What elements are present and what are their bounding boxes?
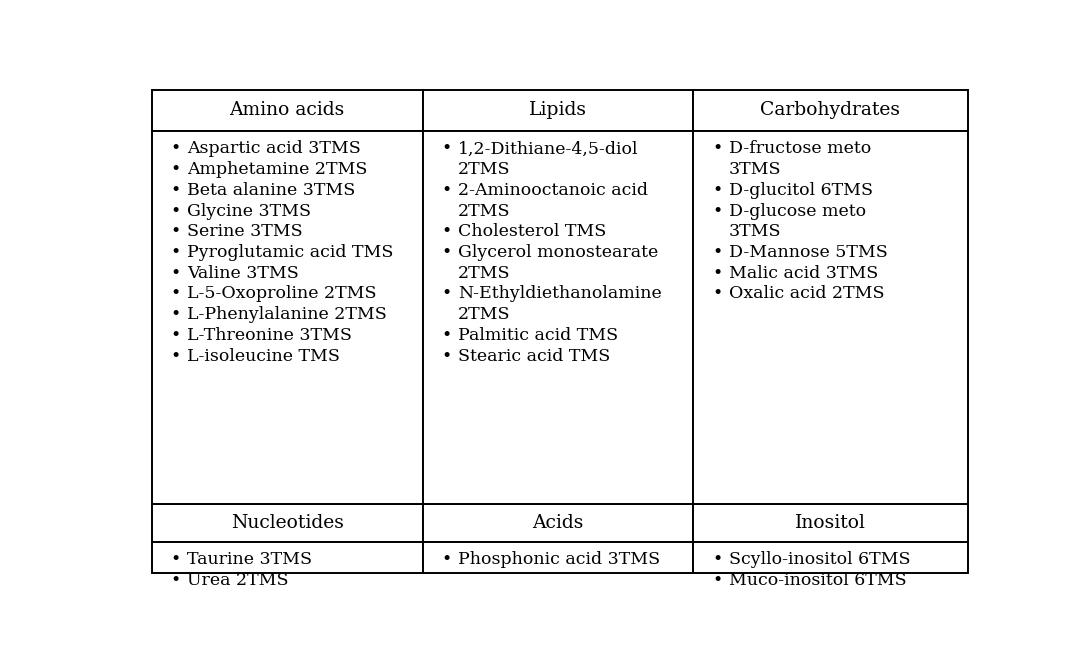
Text: •: •: [170, 203, 180, 220]
Text: 3TMS: 3TMS: [729, 223, 782, 240]
Text: D-Mannose 5TMS: D-Mannose 5TMS: [729, 244, 888, 261]
Text: •: •: [441, 223, 451, 240]
Text: •: •: [712, 285, 722, 302]
Text: Acids: Acids: [532, 514, 583, 532]
Text: Inositol: Inositol: [795, 514, 866, 532]
Text: •: •: [712, 203, 722, 220]
Text: •: •: [441, 327, 451, 344]
Text: Glycine 3TMS: Glycine 3TMS: [188, 203, 311, 220]
Text: •: •: [170, 223, 180, 240]
Text: L-Phenylalanine 2TMS: L-Phenylalanine 2TMS: [188, 306, 387, 323]
Text: Phosphonic acid 3TMS: Phosphonic acid 3TMS: [459, 551, 661, 568]
Text: •: •: [170, 572, 180, 589]
Text: Glycerol monostearate: Glycerol monostearate: [459, 244, 658, 261]
Text: Palmitic acid TMS: Palmitic acid TMS: [459, 327, 618, 344]
Text: L-isoleucine TMS: L-isoleucine TMS: [188, 348, 340, 365]
Bar: [423, 542, 693, 573]
Text: Taurine 3TMS: Taurine 3TMS: [188, 551, 312, 568]
Text: Nucleotides: Nucleotides: [230, 514, 344, 532]
Text: L-Threonine 3TMS: L-Threonine 3TMS: [188, 327, 352, 344]
Text: Urea 2TMS: Urea 2TMS: [188, 572, 288, 589]
Bar: [152, 542, 423, 573]
Text: •: •: [170, 244, 180, 261]
Text: D-glucitol 6TMS: D-glucitol 6TMS: [729, 182, 873, 199]
Bar: [152, 90, 423, 131]
Bar: [693, 504, 968, 542]
Text: L-5-Oxoproline 2TMS: L-5-Oxoproline 2TMS: [188, 285, 377, 302]
Text: 3TMS: 3TMS: [729, 161, 782, 178]
Bar: [423, 90, 693, 131]
Text: •: •: [170, 182, 180, 199]
Text: •: •: [441, 141, 451, 158]
Bar: [152, 131, 423, 504]
Text: •: •: [170, 161, 180, 178]
Text: Lipids: Lipids: [529, 101, 587, 120]
Text: 2TMS: 2TMS: [459, 265, 511, 282]
Text: •: •: [712, 182, 722, 199]
Text: •: •: [170, 306, 180, 323]
Text: 2TMS: 2TMS: [459, 306, 511, 323]
Text: 2TMS: 2TMS: [459, 161, 511, 178]
Text: Pyroglutamic acid TMS: Pyroglutamic acid TMS: [188, 244, 393, 261]
Text: Carbohydrates: Carbohydrates: [760, 101, 901, 120]
Text: •: •: [712, 141, 722, 158]
Text: •: •: [170, 327, 180, 344]
Text: •: •: [441, 285, 451, 302]
Text: D-glucose meto: D-glucose meto: [729, 203, 866, 220]
Text: Beta alanine 3TMS: Beta alanine 3TMS: [188, 182, 356, 199]
Text: Valine 3TMS: Valine 3TMS: [188, 265, 299, 282]
Bar: [152, 504, 423, 542]
Text: Muco-inositol 6TMS: Muco-inositol 6TMS: [729, 572, 906, 589]
Text: Oxalic acid 2TMS: Oxalic acid 2TMS: [729, 285, 885, 302]
Bar: [693, 131, 968, 504]
Text: Amino acids: Amino acids: [229, 101, 345, 120]
Text: •: •: [712, 244, 722, 261]
Text: •: •: [170, 551, 180, 568]
Text: 2-Aminooctanoic acid: 2-Aminooctanoic acid: [459, 182, 648, 199]
Text: 1,2-Dithiane-4,5-diol: 1,2-Dithiane-4,5-diol: [459, 141, 639, 158]
Bar: [423, 131, 693, 504]
Text: •: •: [170, 265, 180, 282]
Text: •: •: [441, 551, 451, 568]
Text: •: •: [170, 141, 180, 158]
Text: •: •: [441, 244, 451, 261]
Text: •: •: [712, 265, 722, 282]
Bar: [423, 504, 693, 542]
Text: •: •: [712, 572, 722, 589]
Text: Serine 3TMS: Serine 3TMS: [188, 223, 302, 240]
Text: •: •: [441, 348, 451, 365]
Text: Stearic acid TMS: Stearic acid TMS: [459, 348, 610, 365]
Text: 2TMS: 2TMS: [459, 203, 511, 220]
Text: Amphetamine 2TMS: Amphetamine 2TMS: [188, 161, 368, 178]
Text: Scyllo-inositol 6TMS: Scyllo-inositol 6TMS: [729, 551, 911, 568]
Text: •: •: [441, 182, 451, 199]
Text: D-fructose meto: D-fructose meto: [729, 141, 871, 158]
Text: •: •: [712, 551, 722, 568]
Text: N-Ethyldiethanolamine: N-Ethyldiethanolamine: [459, 285, 662, 302]
Bar: [693, 542, 968, 573]
Text: Cholesterol TMS: Cholesterol TMS: [459, 223, 606, 240]
Text: Aspartic acid 3TMS: Aspartic acid 3TMS: [188, 141, 361, 158]
Bar: [693, 90, 968, 131]
Text: Malic acid 3TMS: Malic acid 3TMS: [729, 265, 878, 282]
Text: •: •: [170, 348, 180, 365]
Text: •: •: [170, 285, 180, 302]
